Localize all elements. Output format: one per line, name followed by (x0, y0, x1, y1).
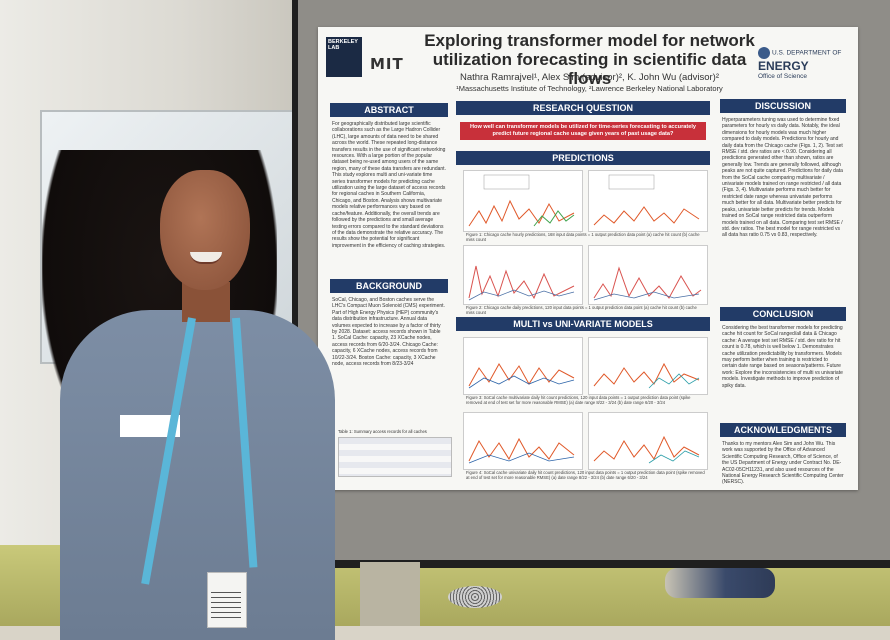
figure-4a (463, 412, 583, 470)
doe-seal-icon (758, 47, 770, 59)
figure-2b-plot (593, 266, 702, 301)
bystander-legs (360, 562, 420, 626)
figure-2a (463, 245, 583, 305)
figure-2-caption: Figure 2: Chicago cache daily prediction… (466, 305, 697, 315)
poster-title: Exploring transformer model for network … (424, 31, 755, 88)
figure-4a-plot (468, 437, 575, 464)
figure-4-caption: Figure 4: SoCal cache univariate daily h… (466, 470, 705, 480)
poster-authors: Nathra Ramrajvel¹, Alex Sim (advisor)², … (459, 72, 720, 83)
figure-3a (463, 337, 583, 395)
research-question-text: How well can transformer models be utili… (460, 122, 706, 140)
doe-line3: Office of Science (758, 73, 808, 80)
background-text: SoCal, Chicago, and Boston caches serve … (332, 297, 445, 368)
figure-3b-plot (593, 362, 700, 389)
figure-1a-plot (468, 174, 575, 227)
presenter-shirt (60, 310, 335, 640)
discussion-text: Hyperparameters tuning was used to deter… (722, 117, 843, 239)
mit-logo: MIT (370, 55, 404, 73)
abstract-heading: ABSTRACT (330, 103, 448, 117)
figure-1-caption: Figure 1: Chicago cache hourly predictio… (466, 232, 700, 242)
figure-2a-plot (468, 265, 575, 301)
presenter-smile (190, 252, 222, 264)
floor-drain (448, 586, 502, 608)
background-heading: BACKGROUND (330, 279, 448, 293)
figure-4b (588, 412, 708, 470)
doe-logo: U.S. DEPARTMENT OF ENERGY Office of Scie… (758, 47, 854, 80)
figure-4b-plot (593, 435, 700, 464)
abstract-text: For geographically distributed large sci… (332, 121, 446, 249)
conclusion-heading: CONCLUSION (720, 307, 846, 321)
table-caption: Table 1: Summary access records for all … (338, 429, 427, 434)
berkeley-lab-logo: BERKELEY LAB (326, 37, 362, 77)
figure-3a-plot (468, 363, 575, 389)
figure-1b-plot (593, 174, 700, 226)
figure-1a (463, 170, 583, 232)
figure-3-caption: Figure 3: SoCal cache multivariate daily… (466, 395, 691, 405)
acknowledgments-heading: ACKNOWLEDGMENTS (720, 423, 846, 437)
multi-uni-heading: MULTI vs UNI-VARIATE MODELS (456, 317, 710, 331)
id-badge-text-lines (211, 592, 241, 622)
bystander-shoe (665, 568, 775, 598)
acknowledgments-text: Thanks to my mentors Alex Sim and John W… (722, 441, 844, 486)
figure-3b (588, 337, 708, 395)
figure-1b (588, 170, 708, 232)
poster: BERKELEY LAB MIT Exploring transformer m… (318, 27, 858, 490)
figure-2b (588, 245, 708, 305)
shirt-sticker (120, 415, 180, 437)
summary-table (338, 437, 452, 477)
poster-affiliations: ¹Massachusetts Institute of Technology, … (456, 84, 723, 93)
research-question-heading: RESEARCH QUESTION (456, 101, 710, 115)
doe-line1: U.S. DEPARTMENT OF (772, 49, 842, 57)
predictions-heading: PREDICTIONS (456, 151, 710, 165)
presenter-face (160, 170, 250, 290)
discussion-heading: DISCUSSION (720, 99, 846, 113)
doe-line2: ENERGY (758, 59, 809, 73)
conclusion-text: Considering the best transformer models … (722, 325, 843, 389)
